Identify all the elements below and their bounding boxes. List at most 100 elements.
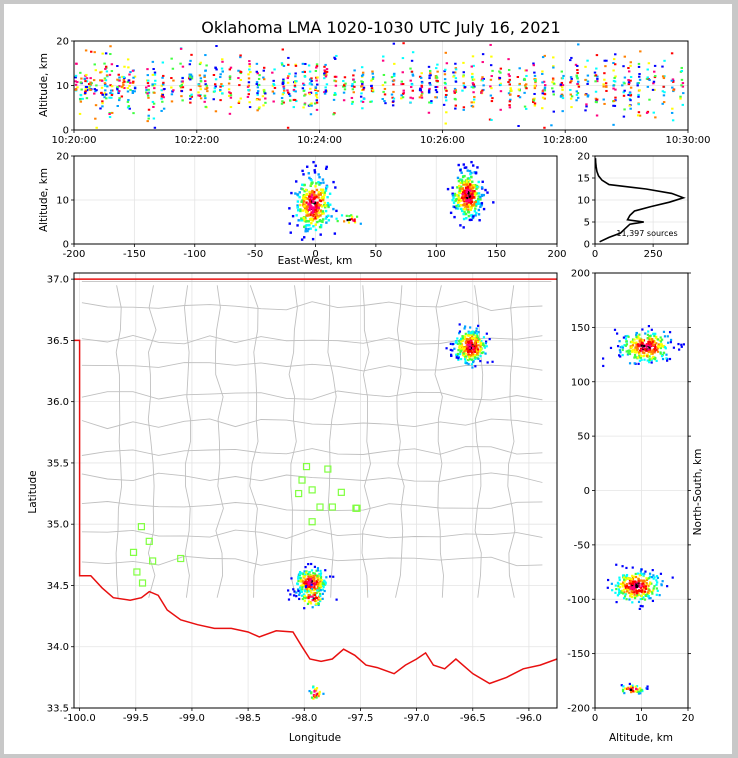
east-west-source (469, 202, 473, 205)
time-height-source (255, 81, 259, 84)
east-west-source (303, 206, 307, 210)
north-south-source (657, 343, 660, 346)
time-height-source (509, 98, 512, 101)
time-height-source (370, 85, 373, 88)
plan-view-source (466, 334, 469, 337)
time-height-source (324, 90, 328, 93)
north-south-source (641, 582, 644, 586)
plan-view-source (315, 580, 319, 583)
plan-view-source (458, 340, 461, 343)
time-height-source (517, 124, 520, 127)
plan-view-source (472, 333, 475, 336)
plan-view-source (317, 589, 320, 593)
time-height-source (324, 89, 328, 92)
time-height-source (418, 75, 422, 78)
plan-view-source (321, 582, 324, 585)
east-west-source (467, 199, 471, 202)
north-south-source (630, 346, 633, 349)
plan-view-source (463, 335, 467, 338)
time-height-source (103, 96, 106, 99)
time-height-source (227, 88, 231, 91)
time-height-source (293, 85, 297, 88)
county-line (81, 529, 543, 539)
time-height-source (516, 76, 520, 79)
time-height-source (661, 90, 665, 93)
east-west-source (319, 191, 322, 195)
d-xtick-label: -96.5 (460, 713, 486, 724)
time-height-source (350, 85, 354, 88)
time-height-source (264, 97, 267, 100)
plan-view-source (316, 578, 319, 581)
north-south-source (621, 592, 625, 595)
time-height-source (95, 126, 98, 129)
north-south-source (630, 593, 634, 596)
a-xtick-label: 10:28:00 (543, 135, 588, 146)
east-west-source (314, 204, 318, 208)
time-height-source (324, 71, 328, 74)
time-height-source (294, 81, 297, 84)
time-height-source (78, 112, 82, 115)
north-south-source (636, 337, 639, 340)
east-west-source (319, 209, 323, 212)
east-west-source (307, 224, 310, 227)
north-south-source (659, 336, 662, 339)
time-height-source (533, 102, 537, 105)
e-ytick-label: 100 (571, 377, 590, 388)
east-west-source (463, 207, 467, 210)
time-height-source (256, 109, 259, 112)
time-height-sources (74, 42, 685, 129)
time-height-source (84, 80, 87, 83)
time-height-source (400, 94, 403, 97)
north-south-source (656, 576, 660, 579)
north-south-source (649, 336, 652, 339)
b-ytick-label: 20 (56, 152, 69, 163)
time-height-source (622, 91, 625, 94)
time-height-source (454, 62, 457, 65)
east-west-source (474, 204, 478, 207)
time-height-source (342, 84, 346, 87)
time-height-source (324, 63, 327, 66)
north-south-source (618, 578, 621, 582)
plan-view-source (324, 581, 327, 584)
plan-view-source (470, 332, 473, 335)
time-height-source (94, 117, 97, 120)
time-height-source (569, 93, 572, 96)
time-height-source (533, 71, 536, 74)
time-height-source (123, 87, 126, 90)
plan-view-source (301, 580, 305, 583)
north-south-source (636, 342, 639, 346)
time-height-source (596, 80, 599, 83)
east-west-source (322, 212, 325, 215)
east-west-source (455, 207, 458, 210)
east-west-sources (288, 160, 495, 241)
time-height-source (662, 85, 665, 88)
north-south-source (625, 343, 628, 346)
plan-view-source (461, 335, 464, 338)
north-south-source (637, 593, 641, 597)
north-south-source (643, 584, 646, 587)
north-south-source (636, 348, 639, 351)
time-height-source (287, 91, 290, 94)
e-ytick-label: 50 (577, 432, 590, 443)
east-west-source (466, 194, 469, 198)
time-height-source (371, 72, 374, 75)
plan-view-source (317, 695, 320, 698)
time-height-source (257, 83, 261, 86)
time-height-source (507, 58, 510, 61)
east-west-source (301, 218, 305, 222)
north-south-source (660, 345, 663, 348)
plan-view-source (308, 571, 311, 574)
time-height-source (84, 88, 87, 91)
time-height-source (613, 80, 617, 83)
time-height-source (315, 65, 319, 68)
east-west-source (327, 219, 331, 222)
time-height-source (204, 83, 207, 86)
north-south-source (651, 592, 654, 595)
north-south-source (660, 584, 663, 587)
east-west-source (475, 202, 478, 206)
plan-view-source (486, 361, 489, 364)
east-west-source (480, 193, 484, 197)
east-west-source (336, 220, 339, 223)
east-west-source (346, 218, 349, 222)
plan-view-source (308, 585, 311, 588)
